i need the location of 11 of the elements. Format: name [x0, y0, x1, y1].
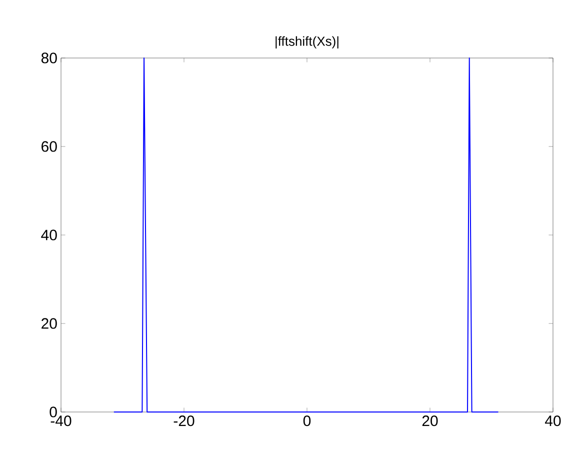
y-tick-label: 20: [42, 318, 57, 329]
x-tick-label: 20: [422, 416, 438, 426]
x-tick-label: -20: [174, 416, 194, 426]
y-tick-label: 60: [42, 141, 57, 152]
chart-title: |fftshift(Xs)|: [276, 36, 338, 48]
y-tick-label: 40: [41, 230, 57, 240]
x-tick-label: -40: [50, 416, 72, 426]
y-tick-label: 0: [50, 406, 57, 418]
x-tick-label: 40: [544, 416, 561, 426]
y-tick-label: 80: [41, 52, 57, 64]
x-tick-label: 0: [303, 416, 311, 426]
